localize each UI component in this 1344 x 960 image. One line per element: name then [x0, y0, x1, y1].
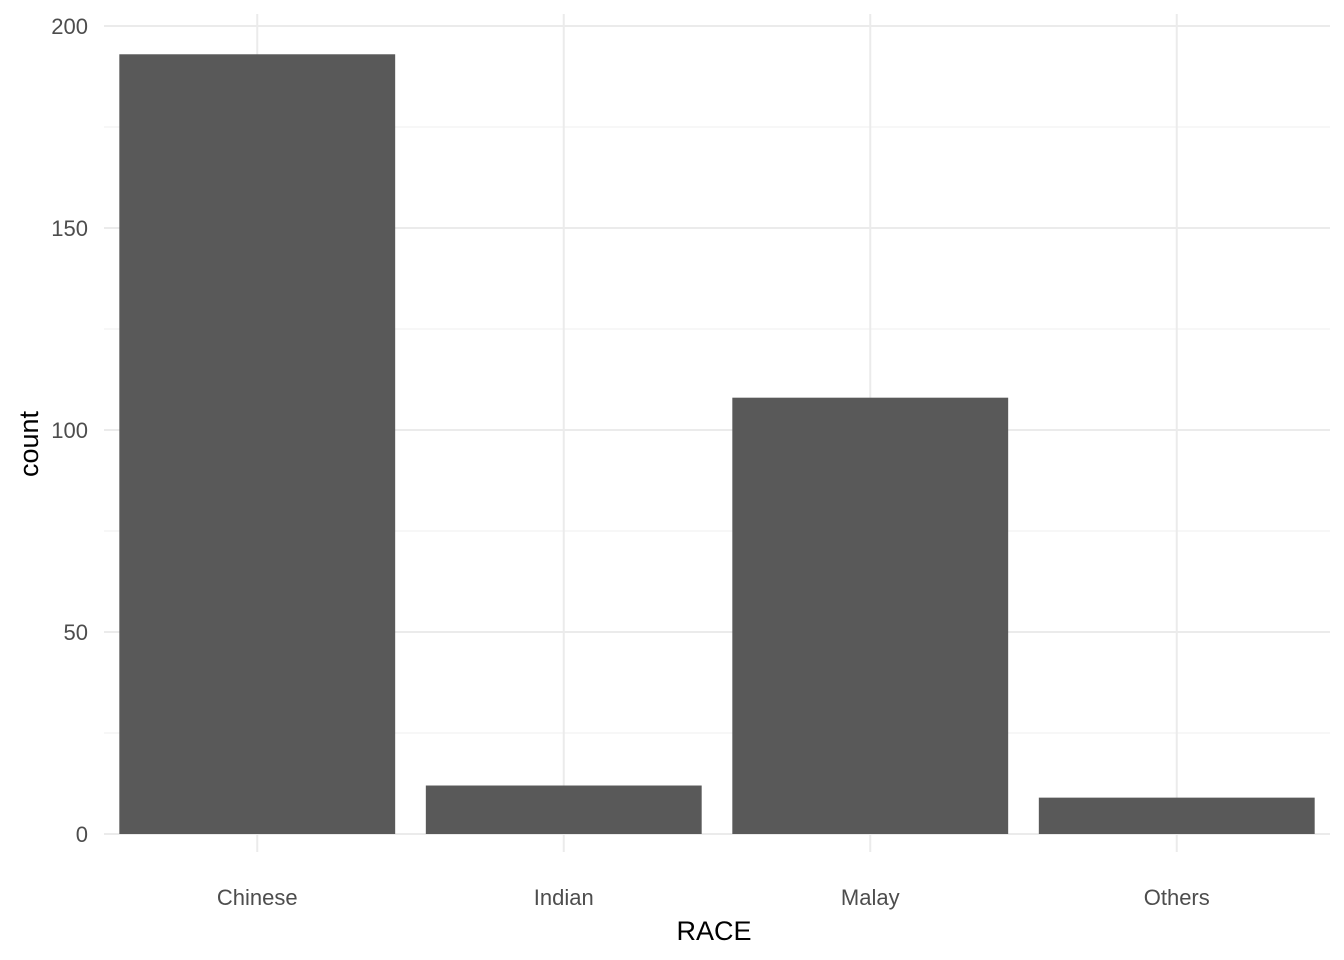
x-axis-title: RACE [676, 916, 751, 946]
y-tick-label: 100 [51, 418, 88, 443]
y-tick-label: 50 [64, 620, 88, 645]
x-tick-label: Chinese [217, 885, 298, 910]
bars [119, 54, 1315, 834]
x-axis-ticks: Chinese Indian Malay Others [217, 885, 1210, 910]
y-axis-ticks: 0 50 100 150 200 [51, 14, 88, 847]
y-tick-label: 200 [51, 14, 88, 39]
x-tick-label: Malay [841, 885, 900, 910]
bar-chinese [119, 54, 396, 834]
y-tick-label: 150 [51, 216, 88, 241]
x-tick-label: Others [1144, 885, 1210, 910]
bar-indian [425, 785, 702, 834]
bar-others [1038, 797, 1315, 834]
y-axis-title: count [14, 410, 44, 477]
y-tick-label: 0 [76, 822, 88, 847]
bar-malay [732, 397, 1009, 834]
x-tick-label: Indian [534, 885, 594, 910]
